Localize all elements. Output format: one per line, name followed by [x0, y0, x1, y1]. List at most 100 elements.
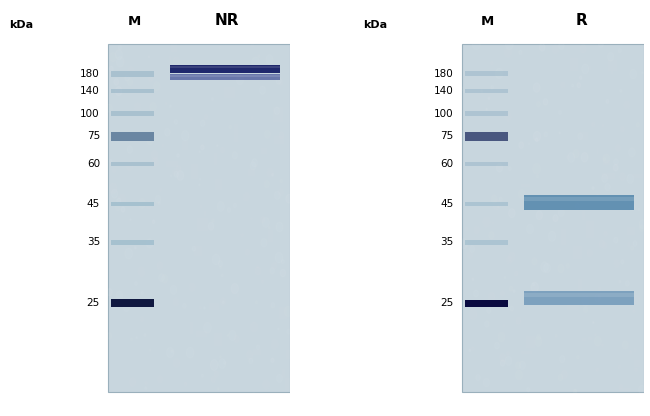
- Bar: [465, 162, 508, 166]
- Bar: [182, 141, 188, 150]
- Bar: [620, 42, 623, 55]
- Bar: [186, 320, 188, 334]
- Bar: [227, 166, 239, 177]
- Bar: [196, 331, 207, 337]
- Bar: [592, 288, 601, 302]
- Bar: [190, 350, 195, 353]
- Bar: [627, 273, 631, 290]
- Bar: [618, 93, 622, 99]
- Bar: [524, 292, 634, 305]
- Text: 75: 75: [86, 131, 100, 141]
- Bar: [608, 60, 617, 71]
- Bar: [632, 53, 644, 67]
- Bar: [588, 337, 592, 340]
- Bar: [561, 229, 566, 245]
- Text: 45: 45: [441, 199, 454, 209]
- Text: 100: 100: [81, 109, 100, 119]
- Bar: [585, 218, 595, 225]
- Bar: [538, 164, 547, 168]
- Bar: [190, 322, 192, 334]
- Bar: [623, 151, 635, 161]
- Bar: [633, 368, 645, 383]
- Bar: [205, 211, 206, 215]
- Bar: [111, 240, 153, 245]
- Bar: [254, 349, 261, 355]
- Bar: [224, 87, 235, 98]
- Bar: [243, 330, 245, 347]
- Bar: [226, 109, 233, 111]
- Bar: [181, 138, 193, 143]
- Bar: [178, 304, 190, 308]
- Bar: [194, 259, 199, 262]
- Bar: [166, 161, 177, 167]
- Bar: [192, 164, 198, 179]
- Text: 140: 140: [434, 86, 454, 96]
- Bar: [465, 202, 508, 206]
- Bar: [279, 307, 287, 319]
- Bar: [177, 372, 186, 384]
- Bar: [276, 310, 280, 312]
- Bar: [259, 376, 261, 384]
- Bar: [465, 71, 508, 76]
- Bar: [633, 174, 643, 178]
- Bar: [218, 254, 224, 272]
- Bar: [252, 90, 262, 93]
- Bar: [192, 351, 202, 363]
- Bar: [229, 359, 235, 362]
- Bar: [603, 158, 610, 161]
- Bar: [604, 132, 612, 142]
- Bar: [634, 360, 640, 367]
- Bar: [248, 168, 255, 176]
- Text: 75: 75: [441, 131, 454, 141]
- Bar: [171, 36, 177, 52]
- Text: R: R: [575, 13, 587, 28]
- Bar: [175, 66, 183, 81]
- Bar: [547, 202, 557, 210]
- Bar: [283, 323, 290, 339]
- Bar: [630, 335, 634, 349]
- Bar: [209, 303, 219, 310]
- Bar: [236, 127, 247, 135]
- Bar: [180, 324, 189, 329]
- Bar: [465, 300, 508, 307]
- Bar: [573, 115, 583, 130]
- Bar: [111, 71, 153, 77]
- Bar: [593, 95, 601, 100]
- Bar: [246, 319, 255, 322]
- Bar: [526, 336, 535, 348]
- Bar: [598, 287, 601, 303]
- Bar: [274, 230, 281, 237]
- Bar: [603, 173, 615, 179]
- Bar: [465, 111, 508, 116]
- Bar: [214, 153, 216, 166]
- Bar: [607, 277, 609, 291]
- Bar: [588, 159, 597, 175]
- Bar: [197, 278, 202, 293]
- Bar: [465, 240, 508, 245]
- Bar: [281, 369, 285, 378]
- Bar: [214, 178, 222, 190]
- Bar: [174, 244, 181, 255]
- Text: kDa: kDa: [9, 20, 33, 30]
- Bar: [578, 279, 582, 295]
- Bar: [462, 44, 644, 392]
- Bar: [274, 136, 284, 144]
- Bar: [541, 148, 547, 158]
- Text: 60: 60: [87, 159, 100, 169]
- Bar: [265, 220, 267, 225]
- Bar: [579, 168, 590, 182]
- Bar: [109, 44, 290, 392]
- Bar: [567, 293, 578, 310]
- Bar: [111, 132, 153, 141]
- Bar: [634, 195, 639, 209]
- Bar: [285, 379, 298, 390]
- Text: 35: 35: [86, 238, 100, 248]
- Bar: [244, 236, 249, 254]
- Bar: [582, 211, 585, 220]
- Bar: [245, 206, 255, 209]
- Text: 60: 60: [441, 159, 454, 169]
- Bar: [619, 388, 631, 391]
- Bar: [283, 167, 294, 183]
- Bar: [268, 230, 272, 242]
- Bar: [211, 74, 218, 91]
